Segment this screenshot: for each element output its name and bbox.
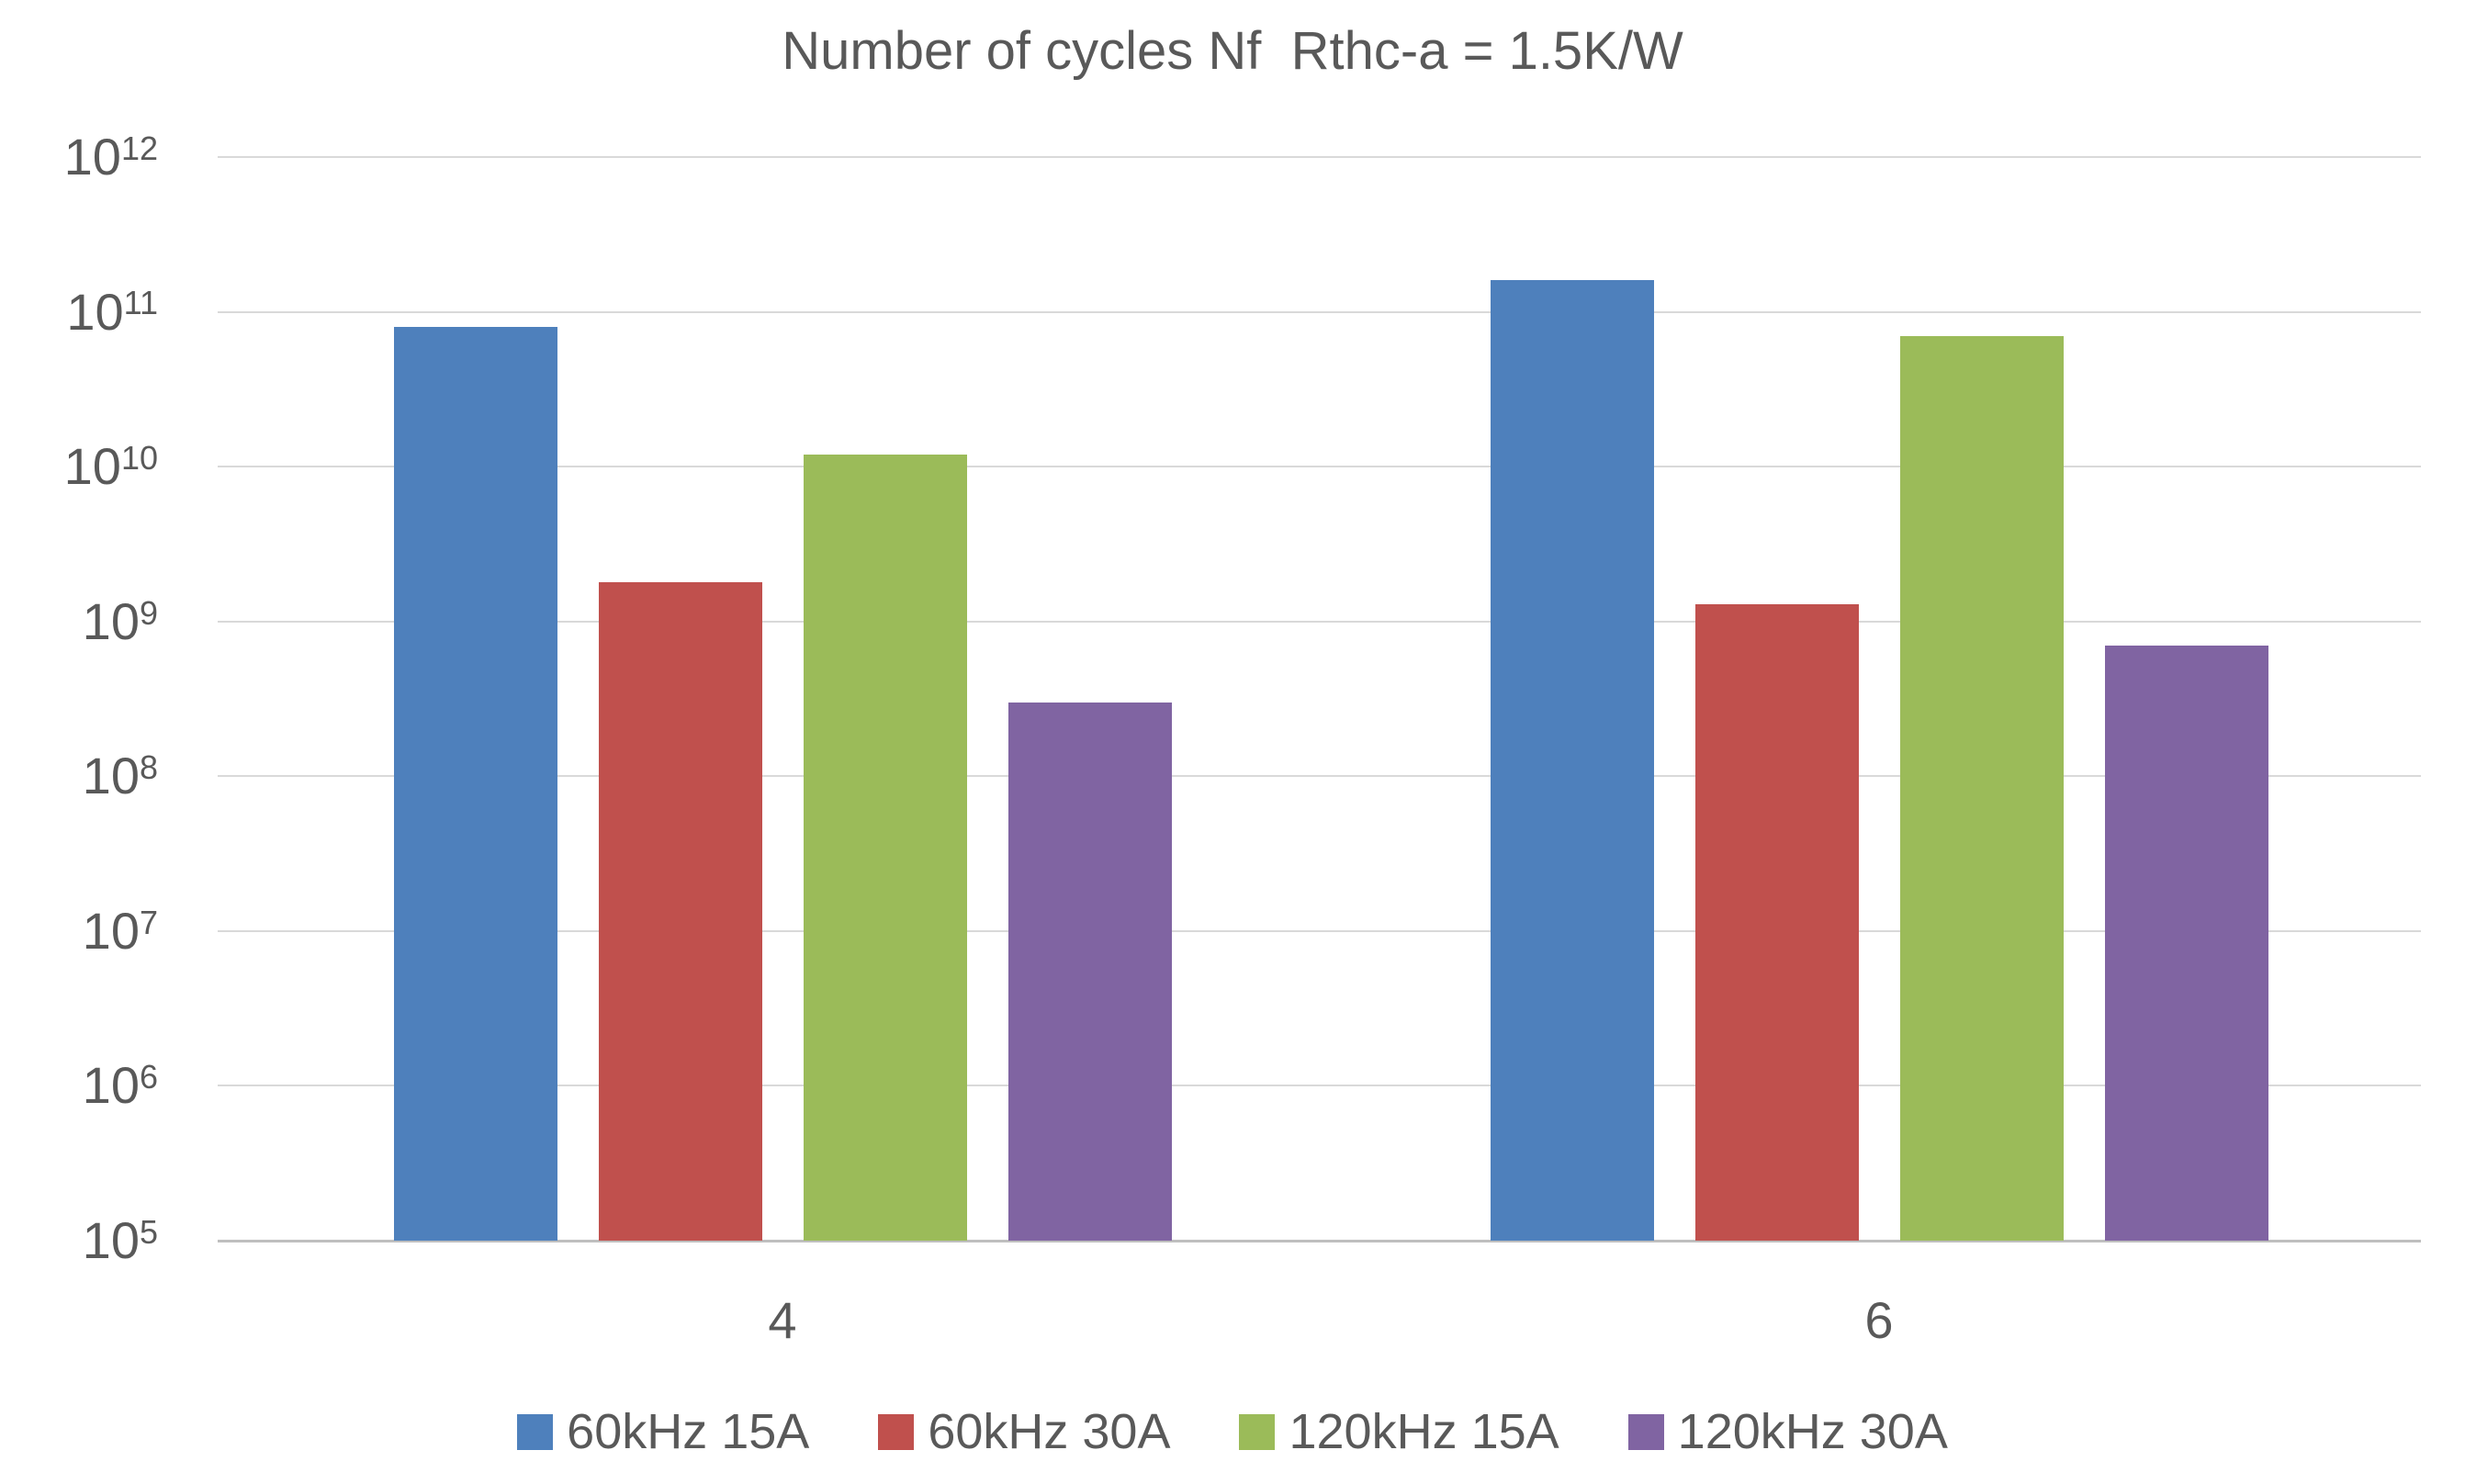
y-gridline bbox=[218, 310, 2421, 313]
legend-label: 120kHz 30A bbox=[1677, 1404, 1948, 1459]
tick-exponent: 6 bbox=[139, 1058, 158, 1096]
tick-base: 10 bbox=[82, 901, 140, 960]
tick-exponent: 12 bbox=[120, 129, 158, 167]
y-gridline bbox=[218, 466, 2421, 468]
bar-60khz-15a-cat-6 bbox=[1490, 280, 1654, 1241]
legend-swatch bbox=[1239, 1413, 1276, 1450]
x-axis-line bbox=[218, 1240, 2421, 1242]
legend-item-60khz-30a: 60kHz 30A bbox=[878, 1407, 1170, 1456]
y-axis-tick-label: 105 bbox=[0, 1215, 158, 1266]
legend-label: 60kHz 30A bbox=[928, 1404, 1171, 1459]
tick-exponent: 5 bbox=[139, 1212, 158, 1251]
tick-exponent: 10 bbox=[120, 438, 158, 477]
y-axis-tick-label: 1011 bbox=[0, 284, 158, 338]
y-axis-tick-label: 108 bbox=[0, 750, 158, 802]
y-axis-tick-label: 109 bbox=[0, 593, 158, 647]
legend-swatch bbox=[878, 1413, 915, 1450]
tick-exponent: 9 bbox=[139, 593, 158, 632]
y-gridline bbox=[218, 775, 2421, 778]
bar-60khz-30a-cat-4 bbox=[598, 581, 762, 1241]
y-gridline bbox=[218, 156, 2421, 158]
y-gridline bbox=[218, 620, 2421, 623]
y-axis-tick-label: 1012 bbox=[0, 131, 158, 183]
tick-base: 10 bbox=[63, 437, 121, 496]
legend-item-60khz-15a: 60kHz 15A bbox=[517, 1407, 809, 1456]
x-axis-category-label: 6 bbox=[1864, 1291, 1894, 1349]
chart-title: Number of cycles Nf Rthc-a = 1.5K/W bbox=[782, 21, 1683, 81]
legend-label: 60kHz 15A bbox=[567, 1404, 810, 1459]
y-axis-tick-label: 107 bbox=[0, 905, 158, 957]
legend: 60kHz 15A 60kHz 30A 120kHz 15A 120kHz 30A bbox=[0, 1407, 2465, 1456]
tick-base: 10 bbox=[82, 1211, 140, 1269]
bar-120khz-30a-cat-4 bbox=[1007, 702, 1172, 1241]
tick-exponent: 7 bbox=[139, 903, 158, 941]
tick-base: 10 bbox=[66, 282, 124, 341]
bar-60khz-15a-cat-4 bbox=[393, 326, 557, 1241]
bar-60khz-30a-cat-6 bbox=[1694, 603, 1859, 1241]
tick-base: 10 bbox=[82, 747, 140, 805]
x-axis-category-label: 4 bbox=[768, 1291, 797, 1349]
legend-item-120khz-30a: 120kHz 30A bbox=[1627, 1404, 1948, 1459]
bar-120khz-15a-cat-4 bbox=[803, 454, 967, 1241]
tick-base: 10 bbox=[82, 591, 140, 650]
tick-base: 10 bbox=[63, 128, 121, 186]
y-axis-tick-label: 106 bbox=[0, 1060, 158, 1111]
legend-swatch bbox=[1627, 1413, 1664, 1450]
bar-120khz-15a-cat-6 bbox=[1899, 335, 2064, 1241]
bar-120khz-30a-cat-6 bbox=[2104, 645, 2268, 1241]
tick-exponent: 8 bbox=[139, 748, 158, 787]
tick-base: 10 bbox=[82, 1056, 140, 1115]
legend-item-120khz-15a: 120kHz 15A bbox=[1239, 1407, 1559, 1456]
tick-exponent: 11 bbox=[123, 284, 158, 322]
legend-swatch bbox=[517, 1413, 554, 1450]
y-gridline bbox=[218, 929, 2421, 932]
legend-label: 120kHz 15A bbox=[1289, 1404, 1559, 1459]
y-gridline bbox=[218, 1085, 2421, 1087]
y-axis-tick-label: 1010 bbox=[0, 441, 158, 492]
